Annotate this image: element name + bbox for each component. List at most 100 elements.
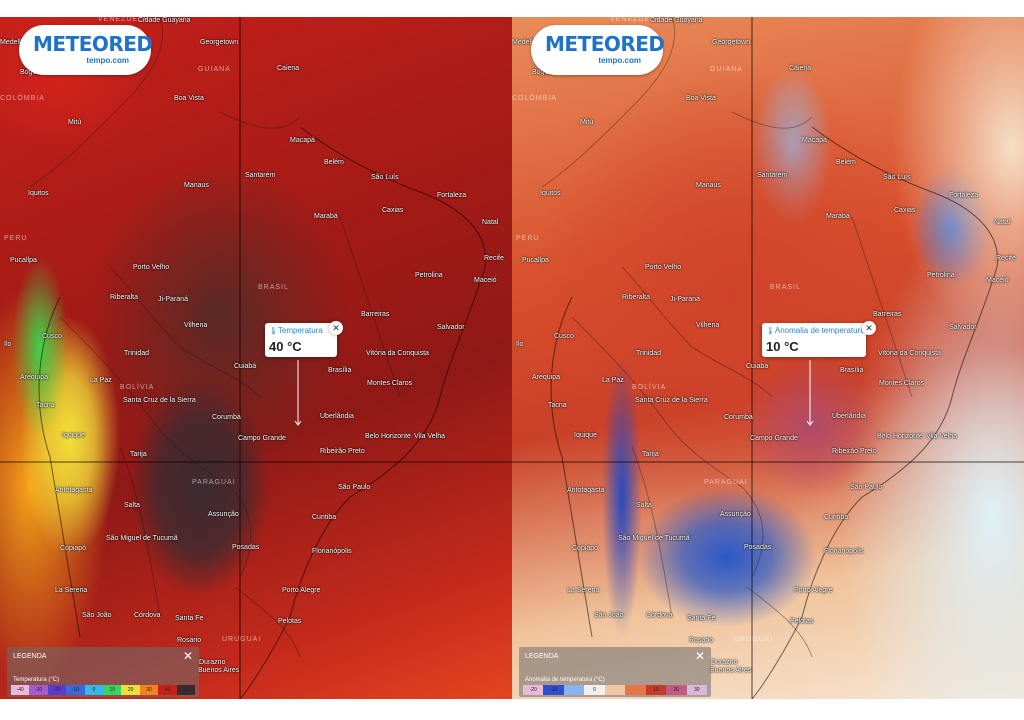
city-label[interactable]: Bogotá <box>532 69 555 76</box>
city-label[interactable]: Georgetown <box>712 39 751 46</box>
city-label[interactable]: Medellín <box>0 39 27 46</box>
city-label[interactable]: Caxias <box>894 207 916 214</box>
city-label[interactable]: Ji-Paraná <box>670 296 700 303</box>
city-label[interactable]: Buenos Aires <box>198 667 240 674</box>
city-label[interactable]: São Paulo <box>338 484 371 491</box>
city-label[interactable]: Salta <box>636 502 652 509</box>
city-label[interactable]: Ji-Paraná <box>158 296 188 303</box>
city-label[interactable]: Corumbá <box>724 414 753 421</box>
city-label[interactable]: Belo Horizonte <box>365 433 411 440</box>
city-label[interactable]: Bogotá <box>20 69 43 76</box>
city-label[interactable]: Antofagasta <box>55 487 93 494</box>
city-label[interactable]: Maceió <box>474 277 497 284</box>
city-label[interactable]: Iquique <box>574 432 597 439</box>
city-label[interactable]: Curitiba <box>312 514 337 521</box>
city-label[interactable]: Mitú <box>68 119 82 126</box>
city-label[interactable]: Georgetown <box>200 39 239 46</box>
city-label[interactable]: Ilo <box>4 341 12 348</box>
city-label[interactable]: Recife <box>996 255 1016 262</box>
city-label[interactable]: Salvador <box>949 324 977 331</box>
close-icon[interactable]: ✕ <box>862 321 876 335</box>
city-label[interactable]: Ilo <box>516 341 524 348</box>
city-label[interactable]: Brasília <box>840 367 864 374</box>
city-label[interactable]: Boa Vista <box>686 95 716 102</box>
city-label[interactable]: Iquique <box>62 432 85 439</box>
city-label[interactable]: Barreiras <box>361 311 390 318</box>
city-label[interactable]: Santarém <box>245 172 276 179</box>
city-label[interactable]: Tacna <box>36 402 55 409</box>
city-label[interactable]: Pelotas <box>278 618 302 625</box>
city-label[interactable]: São Luís <box>883 174 911 181</box>
city-label[interactable]: Copiapó <box>572 545 599 552</box>
city-label[interactable]: Campo Grande <box>238 435 286 442</box>
city-label[interactable]: São Paulo <box>850 484 883 491</box>
city-label[interactable]: Uberlândia <box>320 413 354 420</box>
city-label[interactable]: Porto Velho <box>133 264 170 271</box>
city-label[interactable]: Fortaleza <box>949 192 979 199</box>
city-label[interactable]: Pelotas <box>790 618 814 625</box>
city-label[interactable]: Vila Velha <box>926 433 958 440</box>
city-label[interactable]: Maceió <box>986 277 1009 284</box>
city-label[interactable]: Vitória da Conquista <box>366 350 429 357</box>
city-label[interactable]: Macapá <box>290 137 315 144</box>
city-label[interactable]: Porto Alegre <box>282 587 321 594</box>
anomaly-map-panel[interactable]: VENEZUELA GUIANA COLÔMBIA PERU BRASIL BOLÍVIA… <box>512 17 1024 699</box>
city-label[interactable]: Barreiras <box>873 311 902 318</box>
city-label[interactable]: Salta <box>124 502 140 509</box>
city-label[interactable]: Petrolina <box>415 272 443 279</box>
city-label[interactable]: Montes Claros <box>879 380 925 387</box>
city-label[interactable]: Belo Horizonte <box>877 433 923 440</box>
city-label[interactable]: Vitória da Conquista <box>878 350 941 357</box>
city-label[interactable]: Pucallpa <box>10 257 37 264</box>
city-label[interactable]: Fortaleza <box>437 192 467 199</box>
city-label[interactable]: Buenos Aires <box>710 667 752 674</box>
city-label[interactable]: Petrolina <box>927 272 955 279</box>
city-label[interactable]: Cidade Guayana <box>138 17 191 24</box>
city-label[interactable]: Medellín <box>512 39 539 46</box>
city-label[interactable]: Recife <box>484 255 504 262</box>
meteored-logo[interactable]: METEORED tempo.com <box>19 25 153 75</box>
value-popup[interactable]: 🌡Anomalia de temperatura 10 °C <box>762 323 866 357</box>
city-label[interactable]: Posadas <box>744 544 772 551</box>
city-label[interactable]: Riberalta <box>622 294 651 301</box>
city-label[interactable]: Mitú <box>580 119 594 126</box>
close-icon[interactable]: ✕ <box>329 321 343 335</box>
city-label[interactable]: Manaus <box>696 182 721 189</box>
city-label[interactable]: Curitiba <box>824 514 849 521</box>
city-label[interactable]: São João <box>594 612 624 619</box>
city-label[interactable]: Córdova <box>646 612 673 619</box>
city-label[interactable]: Santa Cruz de la Sierra <box>635 397 708 404</box>
city-label[interactable]: Cusco <box>554 333 574 340</box>
city-label[interactable]: Salvador <box>437 324 465 331</box>
city-label[interactable]: Copiapó <box>60 545 87 552</box>
city-label[interactable]: Rosario <box>689 637 714 644</box>
city-label[interactable]: São João <box>82 612 112 619</box>
legend-panel[interactable]: LEGENDA ✕ Temperatura (°C) -40 -30 -20 -10 0 10 2… <box>7 647 199 697</box>
city-label[interactable]: Tarija <box>642 451 659 458</box>
city-label[interactable]: Tacna <box>548 402 567 409</box>
city-label[interactable]: Uberlândia <box>832 413 866 420</box>
city-label[interactable]: Durazno <box>711 659 738 666</box>
city-label[interactable]: Tarija <box>130 451 147 458</box>
meteored-logo[interactable]: METEORED tempo.com <box>531 25 665 75</box>
city-label[interactable]: Santa Cruz de la Sierra <box>123 397 196 404</box>
city-label[interactable]: Iquitos <box>28 190 49 197</box>
city-label[interactable]: Arequipa <box>532 374 561 381</box>
city-label[interactable]: Rosario <box>177 637 202 644</box>
city-label[interactable]: La Serena <box>55 587 88 594</box>
city-label[interactable]: Assunção <box>208 511 239 518</box>
city-label[interactable]: São Miguel de Tucumã <box>618 535 690 542</box>
city-label[interactable]: Porto Velho <box>645 264 682 271</box>
city-label[interactable]: Vilhena <box>184 322 208 329</box>
city-label[interactable]: Assunção <box>720 511 751 518</box>
city-label[interactable]: La Serena <box>567 587 600 594</box>
city-label[interactable]: Florianópolis <box>824 548 864 555</box>
city-label[interactable]: La Paz <box>602 377 624 384</box>
city-label[interactable]: Vilhena <box>696 322 720 329</box>
city-label[interactable]: Riberalta <box>110 294 139 301</box>
city-label[interactable]: Belém <box>324 159 344 166</box>
city-label[interactable]: Arequipa <box>20 374 49 381</box>
city-label[interactable]: Córdova <box>134 612 161 619</box>
city-label[interactable]: Natal <box>994 219 1011 226</box>
city-label[interactable]: Ribeirão Preto <box>320 448 365 455</box>
